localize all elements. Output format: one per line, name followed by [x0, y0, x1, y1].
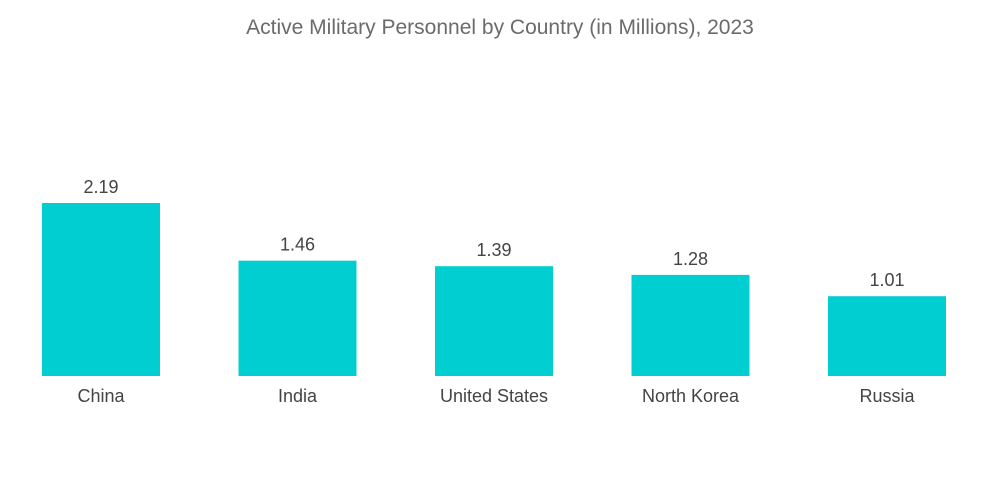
chart-title: Active Military Personnel by Country (in… [246, 16, 754, 39]
value-label-india: 1.46 [280, 235, 315, 255]
bar-china [42, 203, 160, 376]
category-label-china: China [77, 386, 125, 406]
bar-russia [828, 296, 946, 376]
category-label-india: India [278, 386, 318, 406]
category-label-russia: Russia [859, 386, 915, 406]
category-labels-group: China India United States North Korea Russia [77, 386, 915, 406]
value-label-russia: 1.01 [869, 270, 904, 290]
value-label-united-states: 1.39 [476, 240, 511, 260]
category-label-north-korea: North Korea [642, 386, 740, 406]
bar-north-korea [631, 274, 750, 376]
value-label-north-korea: 1.28 [673, 249, 708, 269]
bar-united-states [435, 266, 553, 376]
value-labels-group: 2.19 1.46 1.39 1.28 1.01 [83, 177, 904, 290]
category-label-united-states: United States [440, 386, 548, 406]
bar-india [238, 260, 357, 376]
value-label-china: 2.19 [83, 177, 118, 197]
bars-group [42, 203, 946, 376]
